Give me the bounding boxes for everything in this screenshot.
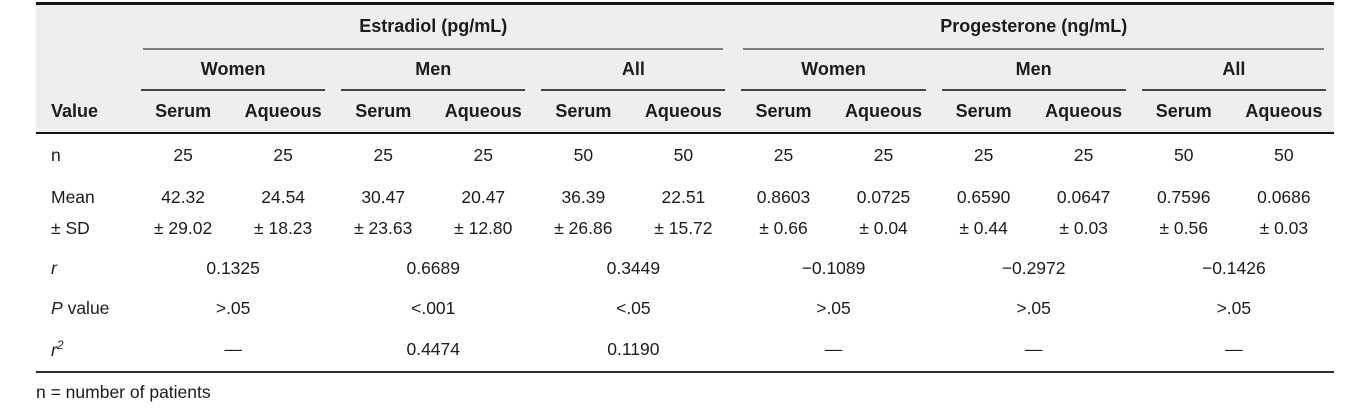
n-value-cell: 25 (873, 144, 894, 165)
group-header-progesterone-label: Progesterone (ng/mL) (743, 5, 1324, 50)
column-header-serum: Serum (133, 90, 234, 134)
column-header-serum: Serum (333, 90, 434, 134)
subgroup-header-men: Men (333, 50, 533, 91)
n-value-cell: 25 (473, 144, 494, 165)
row-label-mean-sd: Mean ± SD (51, 186, 95, 238)
r-value-cell: 0.3449 (606, 258, 661, 278)
header-spacer-cell (36, 50, 133, 91)
column-header-aqueous: Aqueous (1233, 90, 1334, 134)
row-label-n: n (51, 144, 61, 165)
column-header-row: Value Serum Aqueous Serum Aqueous Serum … (36, 90, 1334, 134)
subgroup-header-all: All (1134, 50, 1334, 91)
column-header-aqueous: Aqueous (633, 90, 734, 134)
n-value-cell: 50 (573, 144, 594, 165)
r-value-cell: −0.1426 (1201, 258, 1266, 278)
mean-sd-cell: 0.8603 ± 0.66 (756, 186, 811, 238)
n-value-cell: 25 (173, 144, 193, 165)
subgroup-header-women: Women (133, 50, 333, 91)
row-label-r-squared: r2 (36, 328, 134, 373)
table-footnote: n = number of patients (36, 381, 211, 402)
r-squared-cell: 0.1190 (533, 328, 734, 373)
n-value-cell: 25 (1073, 144, 1094, 165)
mean-sd-cell: 24.54 ± 18.23 (254, 186, 313, 238)
hormone-levels-table: Estradiol (pg/mL) Progesterone (ng/mL) W… (36, 2, 1334, 373)
p-value-cell: >.05 (1216, 298, 1252, 318)
subgroup-header-men: Men (934, 50, 1134, 91)
mean-sd-cell: 36.39 ± 26.86 (554, 186, 613, 238)
p-value-cell: >.05 (215, 298, 251, 318)
mean-sd-cell: 0.0725 ± 0.04 (856, 186, 911, 238)
subgroup-header-all: All (533, 50, 733, 91)
header-spacer-cell (36, 4, 133, 50)
n-value-cell: 25 (773, 144, 794, 165)
r-squared-cell: 0.4474 (333, 328, 534, 373)
subgroup-header-row: Women Men All Women Men All (36, 50, 1334, 91)
table-row-r-squared: r2 — 0.4474 0.1190 — — — (36, 328, 1334, 373)
column-header-aqueous: Aqueous (433, 90, 534, 134)
group-header-estradiol-label: Estradiol (pg/mL) (143, 5, 724, 50)
mean-sd-cell: 20.47 ± 12.80 (454, 186, 513, 238)
mean-sd-cell: 0.6590 ± 0.44 (956, 186, 1011, 238)
mean-sd-cell: 0.7596 ± 0.56 (1156, 186, 1211, 238)
r-value-cell: −0.1089 (801, 258, 866, 278)
r-value-cell: 0.1325 (206, 258, 260, 278)
r-squared-cell: — (1133, 328, 1334, 373)
column-header-value: Value (36, 90, 134, 134)
n-value-cell: 50 (1173, 144, 1194, 165)
p-value-cell: <.05 (616, 298, 651, 318)
group-header-row: Estradiol (pg/mL) Progesterone (ng/mL) (36, 4, 1334, 50)
p-value-cell: >.05 (1016, 298, 1051, 318)
r-value-cell: −0.2972 (1001, 258, 1066, 278)
group-header-estradiol: Estradiol (pg/mL) (133, 4, 733, 50)
mean-sd-cell: 0.0647 ± 0.03 (1056, 186, 1111, 238)
mean-sd-cell: 0.0686 ± 0.03 (1257, 186, 1311, 238)
n-value-cell: 25 (373, 144, 393, 165)
n-value-cell: 50 (1274, 144, 1294, 165)
column-header-serum: Serum (733, 90, 834, 134)
r-squared-cell: — (133, 328, 334, 373)
table-row-n: n 25 25 25 25 50 50 25 25 25 25 50 50 (36, 133, 1334, 177)
mean-sd-cell: 42.32 ± 29.02 (153, 186, 213, 238)
row-label-r: r (51, 258, 57, 278)
column-header-aqueous: Aqueous (1033, 90, 1134, 134)
subgroup-header-women: Women (733, 50, 933, 91)
column-header-serum: Serum (933, 90, 1034, 134)
table-row-r: r 0.1325 0.6689 0.3449 −0.1089 −0.2972 −… (36, 249, 1334, 289)
table-body: n 25 25 25 25 50 50 25 25 25 25 50 50 Me… (36, 133, 1334, 373)
r-squared-cell: — (933, 328, 1134, 373)
column-header-aqueous: Aqueous (833, 90, 934, 134)
p-value-cell: <.001 (411, 298, 456, 318)
p-value-cell: >.05 (816, 298, 851, 318)
mean-sd-cell: 30.47 ± 23.63 (354, 186, 413, 238)
table-header: Estradiol (pg/mL) Progesterone (ng/mL) W… (36, 3, 1334, 134)
n-value-cell: 25 (273, 144, 293, 165)
column-header-serum: Serum (1133, 90, 1234, 134)
group-header-progesterone: Progesterone (ng/mL) (733, 4, 1334, 50)
n-value-cell: 50 (673, 144, 694, 165)
column-header-aqueous: Aqueous (233, 90, 334, 134)
column-header-serum: Serum (533, 90, 634, 134)
table-row-mean-sd: Mean ± SD 42.32 ± 29.02 24.54 ± 18.23 30.4… (36, 177, 1334, 249)
r-value-cell: 0.6689 (406, 258, 461, 278)
mean-sd-cell: 22.51 ± 15.72 (654, 186, 713, 238)
n-value-cell: 25 (973, 144, 994, 165)
r-squared-cell: — (733, 328, 934, 373)
